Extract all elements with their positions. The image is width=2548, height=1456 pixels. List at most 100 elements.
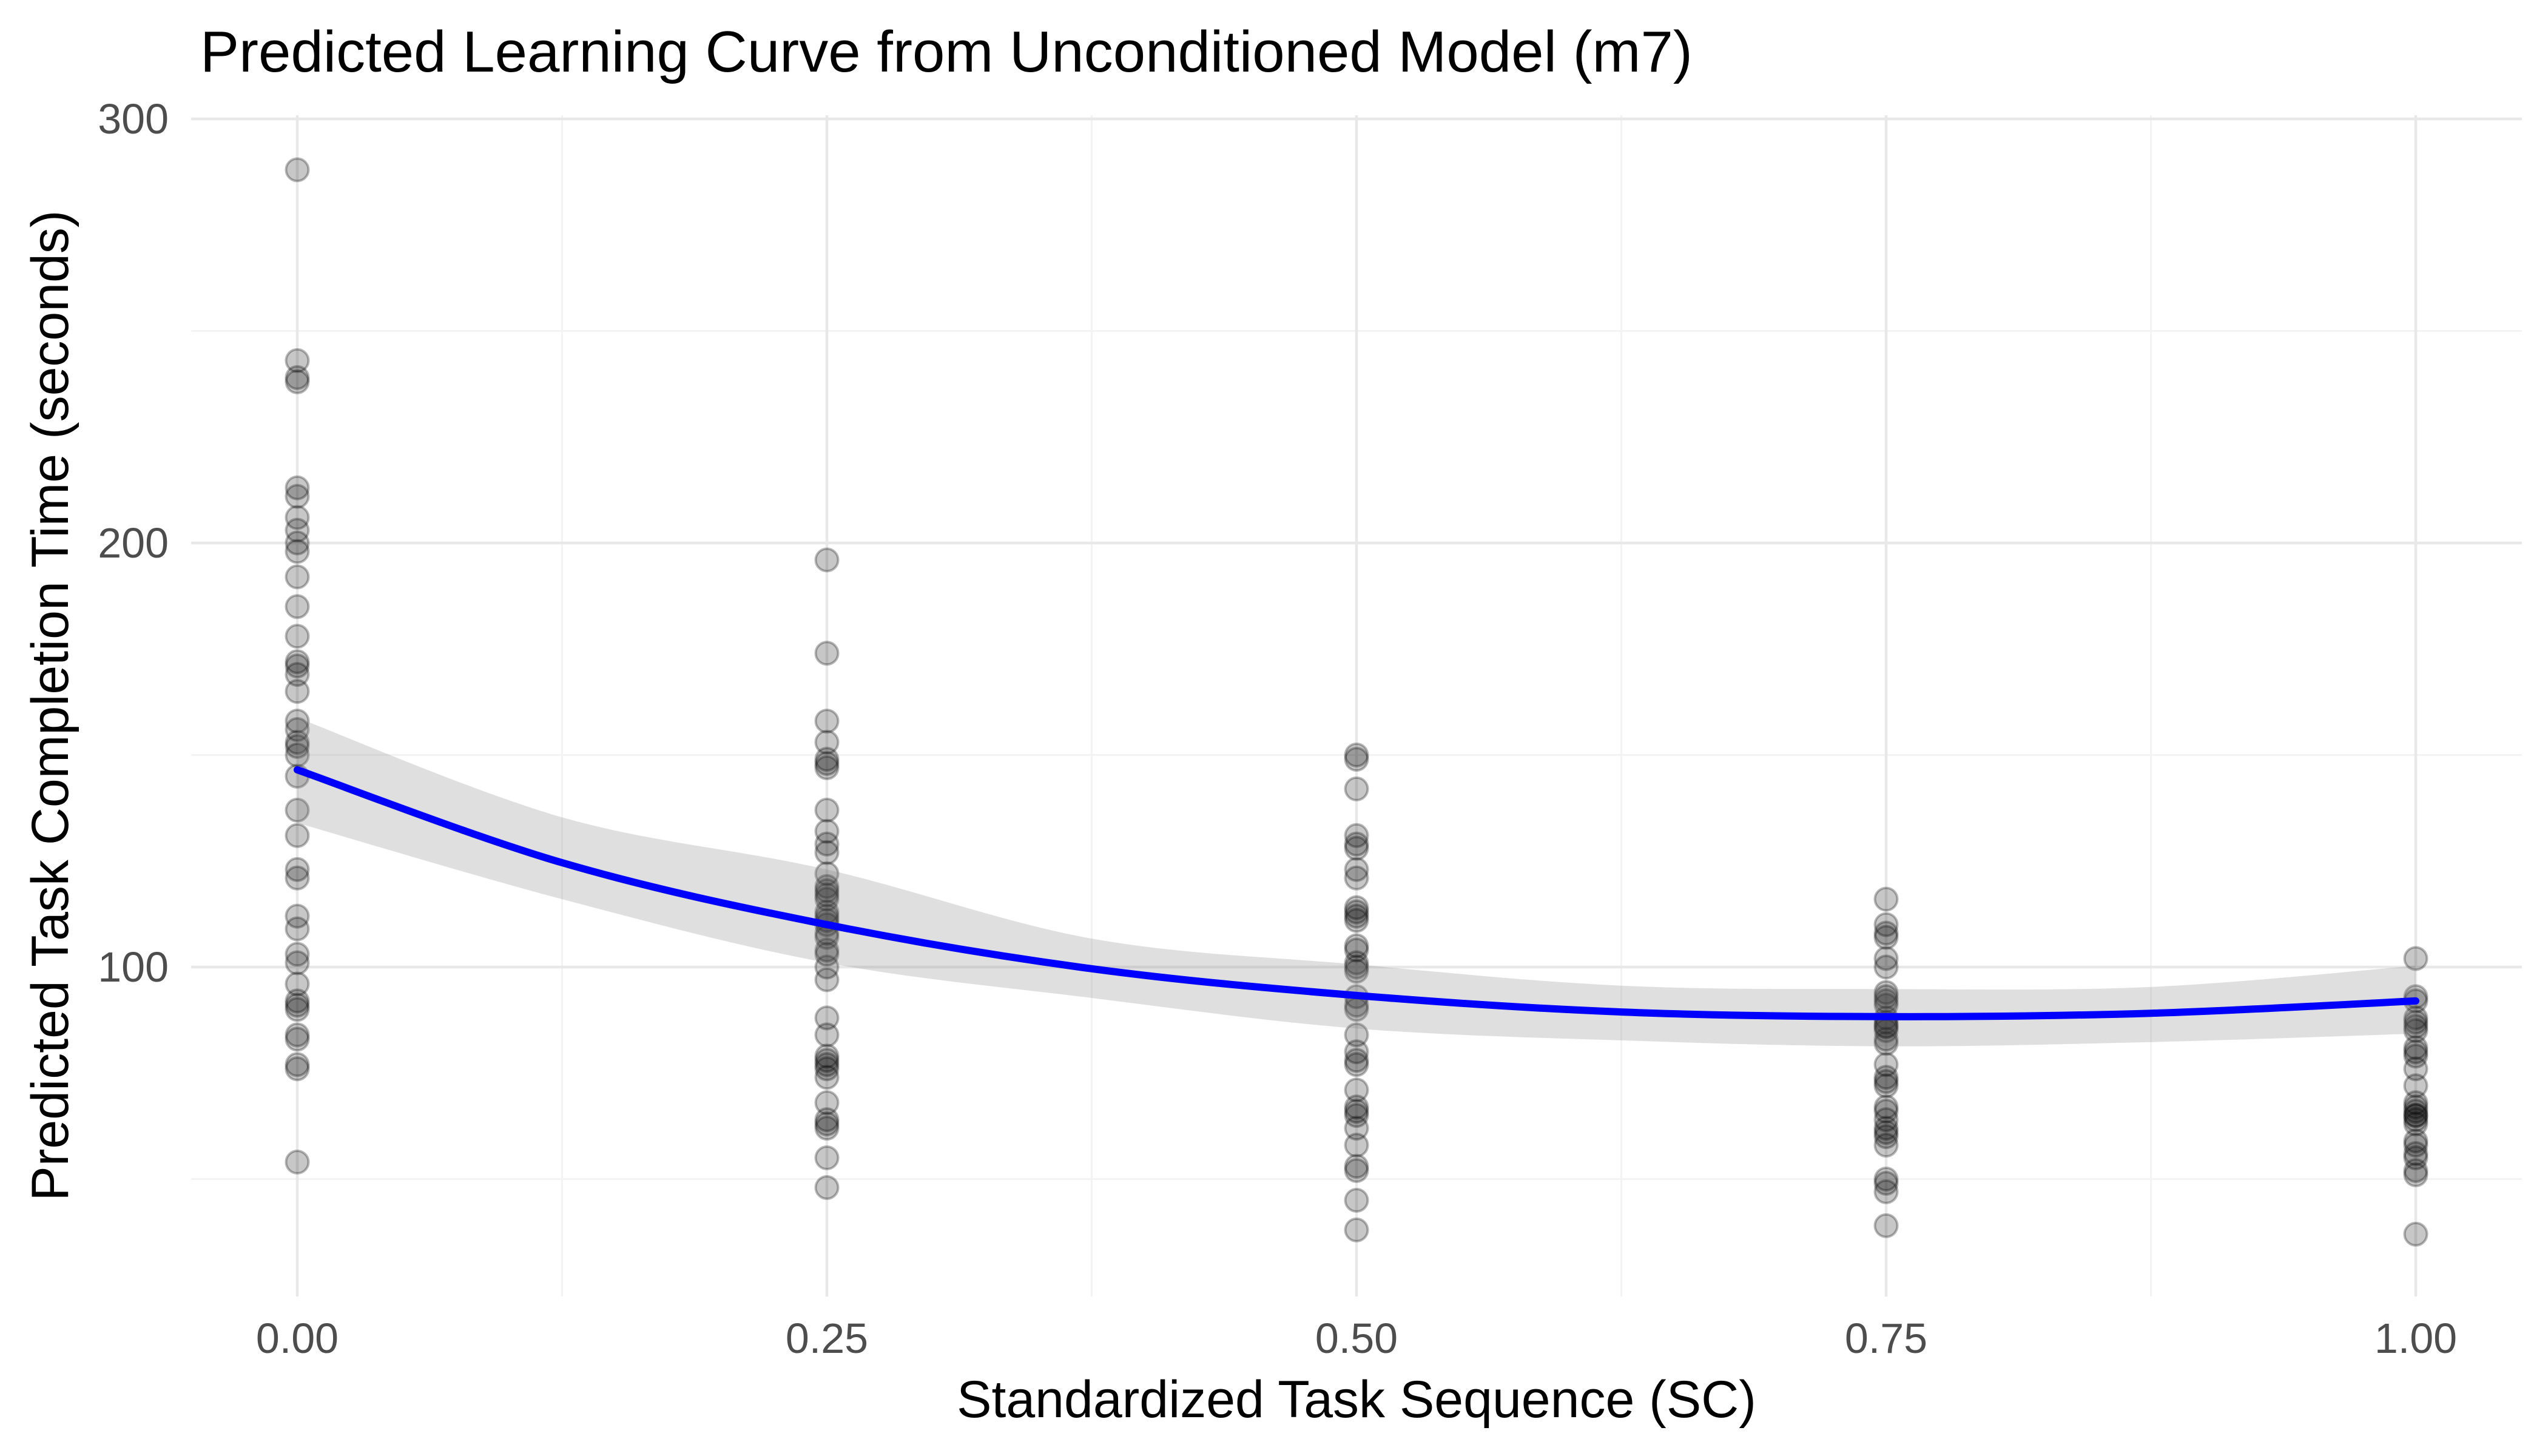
data-point — [814, 797, 840, 823]
data-point — [2403, 1018, 2428, 1043]
data-point — [1344, 835, 1369, 861]
data-point — [285, 539, 310, 564]
data-point — [1873, 984, 1899, 1009]
data-point — [814, 954, 840, 980]
data-point — [1344, 1116, 1369, 1141]
data-point — [2403, 1158, 2428, 1184]
data-point — [2403, 1014, 2428, 1039]
data-point — [1873, 954, 1899, 980]
data-point — [285, 662, 310, 687]
data-point — [814, 1043, 840, 1069]
data-point — [1873, 925, 1899, 950]
data-point — [1873, 1099, 1899, 1124]
data-point — [2403, 1145, 2428, 1171]
data-point — [1873, 1069, 1899, 1094]
data-point — [1873, 1026, 1899, 1052]
data-point — [814, 1111, 840, 1137]
data-point — [1873, 1133, 1899, 1158]
data-point — [814, 874, 840, 899]
data-point — [1873, 1031, 1899, 1056]
data-point — [2403, 946, 2428, 971]
x-axis-tick-labels: 0.00 0.25 0.50 0.75 1.00 — [256, 1315, 2457, 1362]
data-point — [285, 857, 310, 882]
y-tick-label: 300 — [98, 95, 169, 143]
data-point — [1344, 823, 1369, 848]
data-point — [2403, 1005, 2428, 1031]
data-point — [814, 1022, 840, 1048]
data-point — [814, 882, 840, 908]
data-point — [814, 1052, 840, 1077]
data-point — [285, 942, 310, 967]
data-point — [1344, 937, 1369, 963]
x-tick-label: 0.50 — [1315, 1315, 1398, 1362]
data-point — [2403, 1094, 2428, 1120]
data-point — [1873, 980, 1899, 1005]
x-axis-title: Standardized Task Sequence (SC) — [957, 1370, 1756, 1429]
data-point — [1344, 908, 1369, 933]
y-axis-title: Predicted Task Completion Time (seconds) — [21, 210, 79, 1201]
data-point — [285, 653, 310, 679]
data-point — [2403, 1056, 2428, 1082]
data-point — [285, 1150, 310, 1175]
data-point — [2403, 1035, 2428, 1060]
data-point — [2403, 1111, 2428, 1137]
data-point — [2403, 1039, 2428, 1065]
data-point — [285, 916, 310, 942]
data-point — [814, 1048, 840, 1073]
data-point — [1873, 1052, 1899, 1077]
data-point — [285, 679, 310, 704]
data-point — [1873, 1073, 1899, 1099]
data-point — [1344, 857, 1369, 882]
data-point — [814, 1005, 840, 1031]
data-point — [285, 1056, 310, 1082]
data-point — [814, 831, 840, 857]
data-point — [285, 709, 310, 734]
data-point — [814, 861, 840, 886]
y-tick-label: 200 — [98, 519, 169, 567]
plot-title: Predicted Learning Curve from Unconditio… — [200, 19, 1693, 84]
data-point — [1873, 1170, 1899, 1196]
data-point — [1873, 1107, 1899, 1133]
data-point — [1344, 1154, 1369, 1179]
y-tick-label: 100 — [98, 943, 169, 991]
data-point — [285, 1052, 310, 1077]
data-point — [2403, 1090, 2428, 1116]
data-point — [1344, 1077, 1369, 1103]
data-point — [285, 1026, 310, 1052]
data-point — [814, 1145, 840, 1171]
data-point — [285, 903, 310, 929]
data-point — [814, 1056, 840, 1082]
data-point — [814, 818, 840, 844]
data-point — [285, 649, 310, 675]
data-point — [1873, 886, 1899, 912]
data-point — [814, 840, 840, 865]
data-point — [2403, 1103, 2428, 1128]
data-point — [285, 530, 310, 556]
data-point — [2403, 1141, 2428, 1167]
data-point — [1344, 865, 1369, 891]
data-point — [1344, 831, 1369, 857]
data-point — [814, 1107, 840, 1133]
data-point — [1344, 903, 1369, 929]
data-point — [814, 709, 840, 734]
data-point — [814, 1175, 840, 1200]
data-point — [2403, 1043, 2428, 1069]
data-point — [285, 594, 310, 619]
data-point — [285, 365, 310, 390]
data-point — [285, 734, 310, 760]
data-point — [1873, 920, 1899, 946]
data-point — [814, 641, 840, 666]
data-point — [285, 997, 310, 1022]
data-point — [1344, 1217, 1369, 1242]
data-point — [285, 348, 310, 373]
major-gridlines — [191, 115, 2522, 1296]
data-point — [1344, 954, 1369, 980]
data-point — [1344, 959, 1369, 984]
data-point — [2403, 1103, 2428, 1128]
data-point — [1344, 1187, 1369, 1213]
data-point — [285, 988, 310, 1014]
x-tick-label: 0.75 — [1845, 1315, 1927, 1362]
data-point — [814, 750, 840, 776]
data-points — [285, 157, 2428, 1247]
